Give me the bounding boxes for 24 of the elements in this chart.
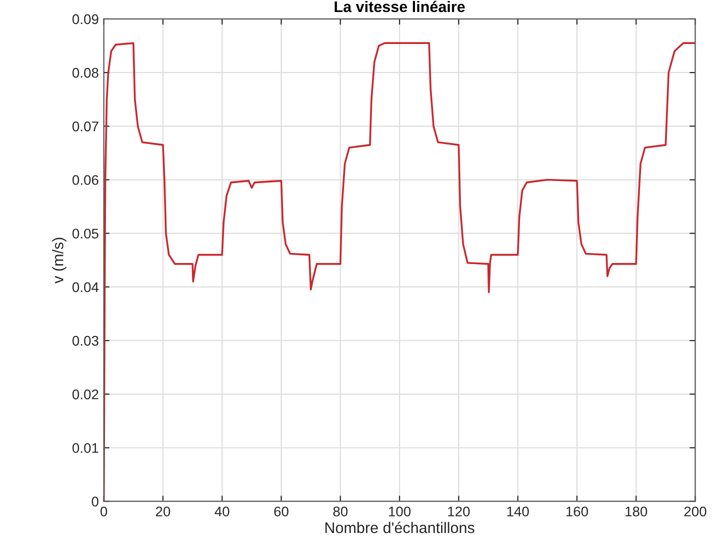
y-tick-label: 0.07: [72, 122, 98, 132]
x-tick-label: 20: [156, 506, 170, 516]
y-tick-label: 0.04: [72, 282, 99, 292]
x-axis-title: Nombre d'échantillons: [325, 522, 474, 534]
x-tick-label: 200: [684, 506, 706, 516]
x-tick-label: 60: [274, 506, 288, 516]
y-axis-title: v (m/s): [52, 238, 66, 284]
y-tick-label: 0.08: [72, 68, 98, 78]
y-tick-label: 0.06: [72, 175, 98, 185]
x-tick-label: 180: [626, 506, 648, 516]
y-tick-label: 0.03: [72, 336, 98, 346]
y-tick-label: 0.01: [72, 443, 98, 453]
x-tick-label: 0: [100, 506, 108, 516]
x-tick-label: 120: [448, 506, 470, 516]
x-tick-label: 80: [333, 506, 348, 516]
x-tick-label: 100: [389, 506, 411, 516]
x-tick-label: 40: [214, 506, 230, 516]
y-tick-label: 0: [92, 496, 98, 507]
x-tick-label: 160: [566, 506, 588, 516]
y-tick-label: 0.02: [72, 389, 98, 400]
x-tick-label: 140: [507, 506, 529, 516]
y-tick-label: 0.09: [72, 14, 98, 24]
chart-title: La vitesse linéaire: [334, 0, 465, 12]
y-tick-label: 0.05: [72, 228, 98, 239]
